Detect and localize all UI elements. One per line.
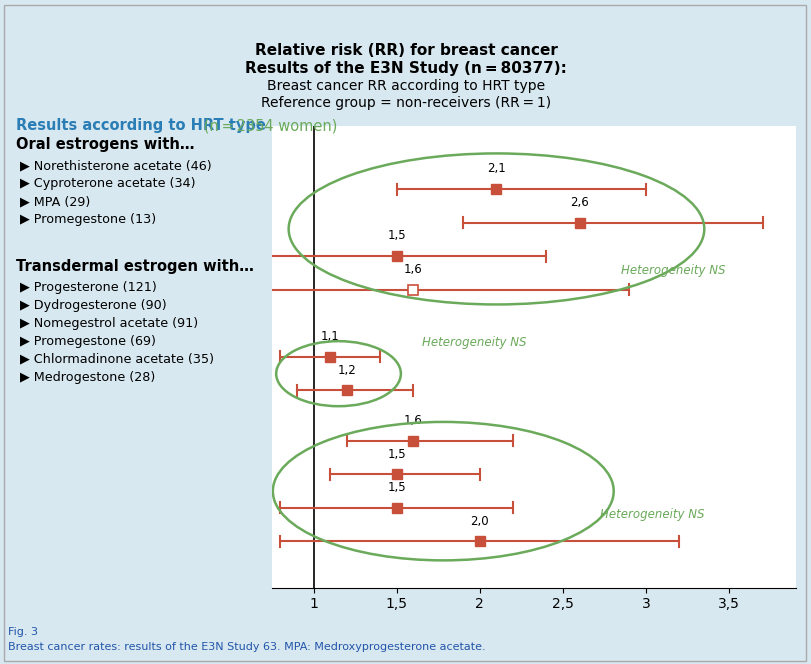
Text: ▶ Nomegestrol acetate (91): ▶ Nomegestrol acetate (91)	[20, 317, 198, 330]
Text: Reference group = non-receivers (RR = 1): Reference group = non-receivers (RR = 1)	[260, 96, 551, 110]
Text: 1,2: 1,2	[337, 364, 356, 376]
Text: ▶ Cyproterone acetate (34): ▶ Cyproterone acetate (34)	[20, 177, 195, 191]
Text: Heterogeneity NS: Heterogeneity NS	[421, 336, 526, 349]
Text: 1,6: 1,6	[404, 263, 423, 276]
Text: ▶ Progesterone (121): ▶ Progesterone (121)	[20, 281, 157, 294]
Text: ▶ Norethisterone acetate (46): ▶ Norethisterone acetate (46)	[20, 159, 212, 173]
Text: (n = 2354 women): (n = 2354 women)	[199, 118, 337, 133]
Text: 2,6: 2,6	[569, 196, 588, 208]
Text: ▶ Promegestone (13): ▶ Promegestone (13)	[20, 213, 157, 226]
Text: 1,1: 1,1	[320, 330, 339, 343]
Text: Heterogeneity NS: Heterogeneity NS	[620, 264, 725, 278]
Text: Oral estrogens with…: Oral estrogens with…	[16, 137, 195, 153]
Text: 1,6: 1,6	[404, 414, 423, 427]
Text: Results of the E3N Study (n = 80377):: Results of the E3N Study (n = 80377):	[245, 61, 566, 76]
Text: 1,5: 1,5	[387, 448, 406, 461]
Text: Transdermal estrogen with…: Transdermal estrogen with…	[16, 259, 254, 274]
Text: Breast cancer RR according to HRT type: Breast cancer RR according to HRT type	[267, 79, 544, 93]
Text: ▶ MPA (29): ▶ MPA (29)	[20, 195, 91, 208]
Text: 1,5: 1,5	[387, 229, 406, 242]
Text: 1,5: 1,5	[387, 481, 406, 494]
Text: ▶ Medrogestone (28): ▶ Medrogestone (28)	[20, 371, 156, 384]
Text: ▶ Chlormadinone acetate (35): ▶ Chlormadinone acetate (35)	[20, 353, 214, 366]
Text: Fig. 3: Fig. 3	[8, 627, 38, 637]
Text: Relative risk (RR) for breast cancer: Relative risk (RR) for breast cancer	[255, 43, 556, 58]
Text: Breast cancer rates: results of the E3N Study 63. MPA: Medroxyprogesterone aceta: Breast cancer rates: results of the E3N …	[8, 642, 485, 652]
Text: Heterogeneity NS: Heterogeneity NS	[599, 508, 703, 521]
Text: ▶ Promegestone (69): ▶ Promegestone (69)	[20, 335, 156, 348]
Text: 2,0: 2,0	[470, 515, 488, 528]
Text: Results according to HRT type: Results according to HRT type	[16, 118, 266, 133]
Text: ▶ Dydrogesterone (90): ▶ Dydrogesterone (90)	[20, 299, 167, 312]
Text: 2,1: 2,1	[487, 162, 505, 175]
